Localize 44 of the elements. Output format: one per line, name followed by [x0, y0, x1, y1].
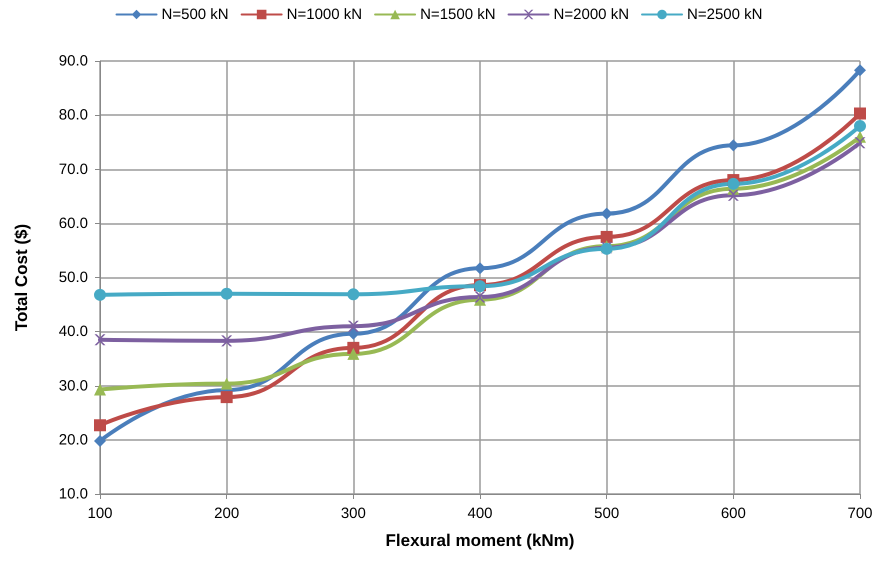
x-tick-label: 100: [87, 505, 113, 522]
point: [348, 320, 359, 332]
legend-label: N=2500 kN: [687, 6, 762, 23]
y-tick-label: 40.0: [58, 323, 88, 340]
point: [94, 419, 106, 432]
y-tick-label: 50.0: [58, 269, 88, 286]
point: [220, 288, 233, 300]
y-tick-label: 10.0: [58, 486, 88, 502]
x-tick-label: 300: [340, 505, 366, 522]
y-tick-label: 30.0: [58, 377, 88, 394]
x-tick-label: 600: [720, 505, 746, 522]
x-tick-label: 400: [467, 505, 493, 522]
x-tick-label: 500: [594, 505, 620, 522]
point: [347, 348, 360, 360]
point: [854, 120, 866, 132]
point: [474, 262, 486, 274]
point: [474, 291, 486, 302]
point: [94, 288, 106, 301]
point: [854, 108, 866, 120]
point: [220, 378, 233, 390]
legend-label: N=1500 kN: [420, 6, 496, 23]
point: [854, 64, 866, 76]
point: [94, 434, 106, 447]
x-axis-title: Flexural moment (kNm): [386, 531, 574, 550]
y-tick-label: 70.0: [58, 160, 88, 178]
point: [221, 335, 232, 346]
y-tick-label: 80.0: [58, 106, 88, 124]
point: [347, 288, 360, 300]
point: [727, 178, 740, 190]
y-axis-title: Total Cost ($): [12, 224, 31, 332]
y-tick-label: 60.0: [58, 214, 88, 232]
y-tick-label: 90.0: [58, 52, 88, 70]
point: [600, 230, 613, 243]
x-tick-label: 200: [214, 505, 240, 522]
legend-label: N=500 kN: [162, 6, 229, 23]
point: [94, 384, 106, 396]
point: [854, 137, 866, 148]
legend-label: N=1000 kN: [286, 6, 362, 23]
x-tick-label: 700: [847, 505, 873, 522]
point: [728, 190, 739, 201]
point: [220, 391, 233, 404]
legend-label: N=2000 kN: [554, 6, 630, 23]
y-tick-label: 20.0: [58, 431, 88, 448]
point: [94, 334, 106, 346]
